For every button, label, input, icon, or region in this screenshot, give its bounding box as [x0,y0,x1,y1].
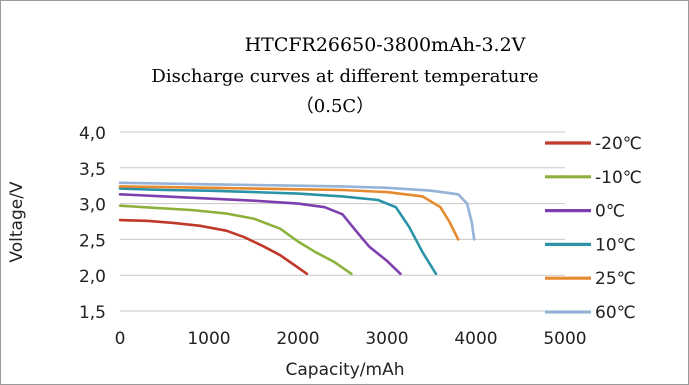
axis-ticks: 1,5 2,0 2,5 3,0 3,5 4,0 0 1000 2000 3000 4000 5000 [79,124,587,349]
y-tick-label: 3,0 [79,196,106,216]
x-tick-label: 2000 [276,329,319,349]
x-tick-label: 3000 [365,329,408,349]
legend-label: 60℃ [595,303,636,323]
y-tick-label: 2,5 [79,231,106,251]
x-tick-label: 1000 [187,329,230,349]
y-tick-label: 4,0 [79,124,106,144]
x-tick-label: 4000 [454,329,497,349]
y-tick-label: 1,5 [79,303,106,323]
series-line [118,218,309,276]
chart-subtitle-rate: （0.5C） [296,96,374,117]
chart-subtitle: Discharge curves at different temperatur… [151,66,538,87]
series-lines [118,181,476,276]
chart-title: HTCFR26650-3800mAh-3.2V [245,34,526,56]
series-line [118,204,353,276]
grid [120,131,565,312]
y-tick-label: 3,5 [79,160,106,180]
series-line [118,187,438,276]
legend-label: 25℃ [595,269,636,289]
legend-label: 10℃ [595,235,636,255]
legend-label: 0℃ [595,202,625,222]
x-axis-label: Capacity/mAh [286,360,405,380]
y-tick-label: 2,0 [79,267,106,287]
x-tick-label: 5000 [543,329,586,349]
x-tick-label: 0 [115,329,126,349]
legend: -20℃ -10℃ 0℃ 10℃ 25℃ 60℃ [545,134,642,323]
series-line [118,181,476,241]
legend-label: -10℃ [595,168,642,188]
series-line [118,193,402,276]
series-line [118,185,460,241]
legend-label: -20℃ [595,134,642,154]
y-axis-label: Voltage/V [7,181,27,262]
